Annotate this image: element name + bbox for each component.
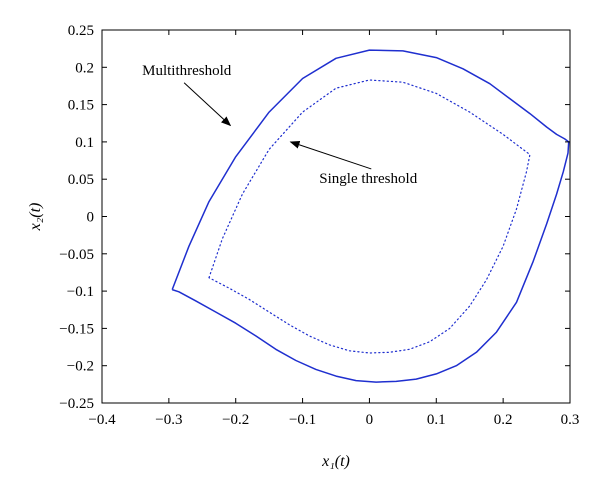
plot-frame bbox=[101, 29, 571, 404]
annotation-arrow bbox=[289, 140, 372, 170]
y-tick-label: −0.1 bbox=[67, 284, 94, 300]
annotation-label: Multithreshold bbox=[142, 63, 232, 79]
ticks-layer: −0.4 −0.3 −0.2 −0.1 0 0.1 0.2 0.3 −0.25 −0.2 −0.15… bbox=[59, 23, 579, 428]
y-tick-label: −0.25 bbox=[59, 396, 94, 412]
y-tick-label: −0.05 bbox=[59, 247, 94, 263]
annotation-label: Single threshold bbox=[319, 171, 417, 187]
y-tick-label: 0.2 bbox=[75, 60, 94, 76]
series-line-solid bbox=[171, 49, 570, 383]
y-tick-label: 0 bbox=[87, 210, 95, 226]
x-tick-label: 0 bbox=[366, 412, 374, 428]
x-axis-label: x₁(t) bbox=[321, 453, 350, 470]
y-tick-label: 0.05 bbox=[68, 172, 94, 188]
x-tick-label: 0.1 bbox=[427, 412, 446, 428]
y-tick-label: −0.15 bbox=[59, 321, 94, 337]
y-axis-label: x₂(t) bbox=[27, 203, 44, 232]
annotation-arrow bbox=[183, 82, 232, 127]
x-tick-label: −0.1 bbox=[289, 412, 316, 428]
y-tick-label: 0.1 bbox=[75, 135, 94, 151]
y-tick-label: −0.2 bbox=[67, 359, 94, 375]
y-tick-label: 0.15 bbox=[68, 98, 94, 114]
series-line-dotted bbox=[208, 79, 531, 354]
x-tick-label: 0.2 bbox=[494, 412, 513, 428]
x-tick-label: −0.4 bbox=[88, 412, 116, 428]
annotation-layer: Multithreshold Single threshold bbox=[142, 63, 418, 187]
x-tick-label: 0.3 bbox=[561, 412, 580, 428]
x-tick-label: −0.2 bbox=[222, 412, 249, 428]
y-tick-label: 0.25 bbox=[68, 23, 94, 39]
x-tick-label: −0.3 bbox=[155, 412, 182, 428]
series-layer bbox=[171, 49, 570, 383]
